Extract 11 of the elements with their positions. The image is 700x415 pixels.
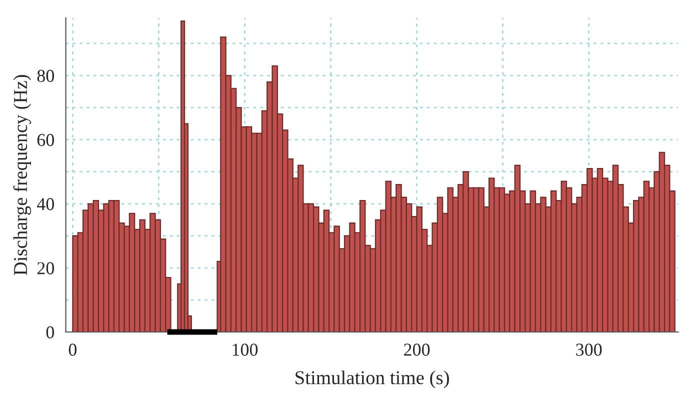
y-tick-label: 60 [37,134,54,146]
y-tick-label: 80 [37,70,54,82]
x-tick-label: 100 [232,344,258,356]
y-tick-label: 40 [36,198,54,210]
y-tick-label: 20 [37,262,54,274]
x-tick-label: 0 [68,344,77,356]
y-axis-title: Discharge frequency (Hz) [13,75,32,276]
x-tick-label: 200 [404,344,430,356]
x-tick-label: 300 [576,344,602,356]
y-tick-label: 0 [46,326,54,338]
x-axis-title: Stimulation time (s) [296,370,449,388]
